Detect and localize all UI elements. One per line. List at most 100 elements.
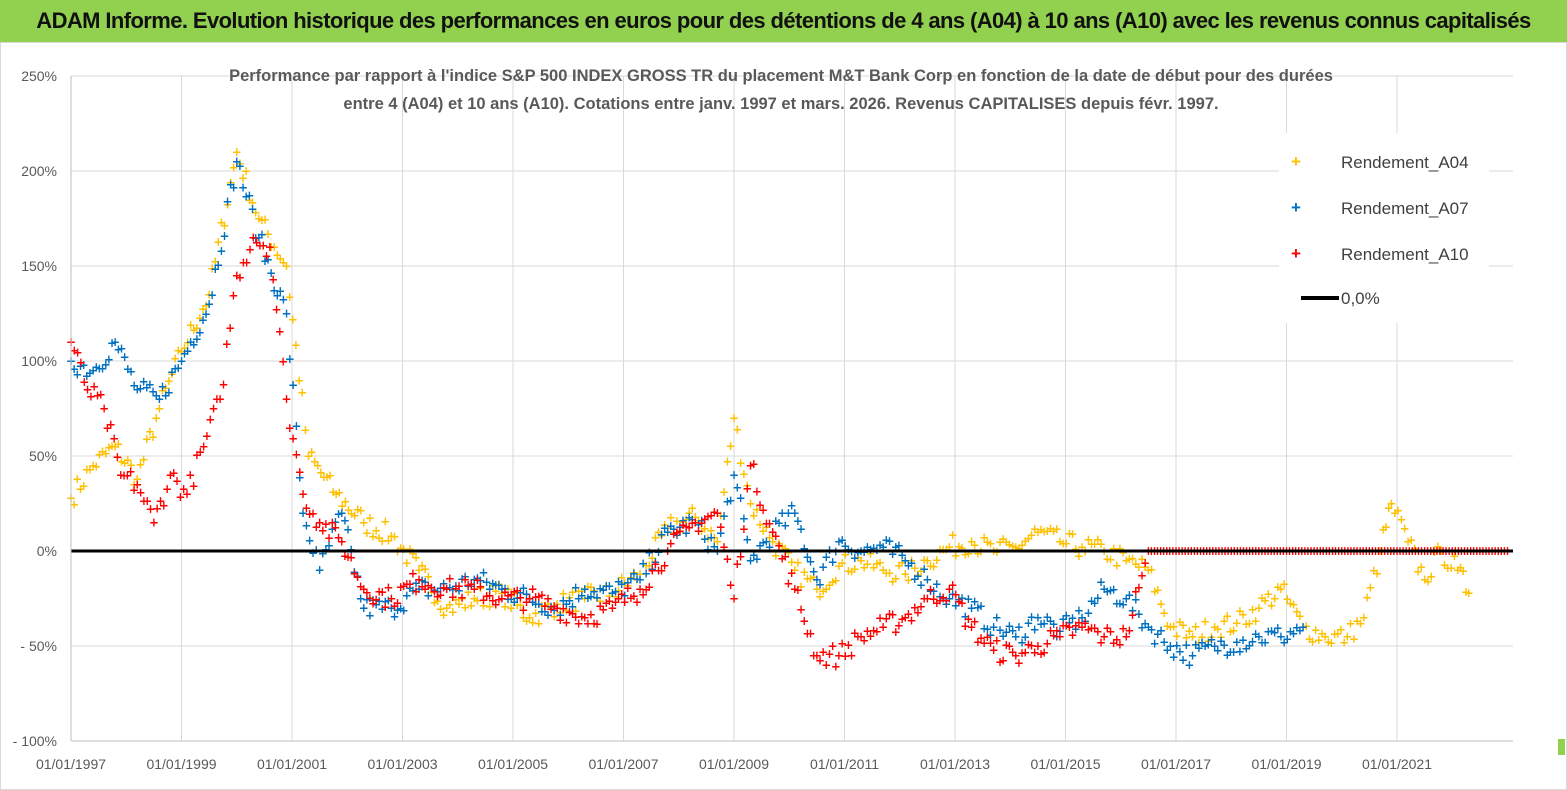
data-point: + xyxy=(1064,527,1074,541)
data-point: + xyxy=(245,243,255,257)
data-point: + xyxy=(285,290,295,304)
data-point: + xyxy=(307,445,317,459)
data-point: + xyxy=(466,579,476,593)
data-point: + xyxy=(537,588,547,602)
data-point: + xyxy=(989,620,999,634)
data-point: + xyxy=(793,583,803,597)
data-point: + xyxy=(828,639,838,653)
data-point: + xyxy=(641,583,651,597)
data-point: + xyxy=(1359,611,1369,625)
data-point: + xyxy=(719,509,729,523)
data-point: + xyxy=(697,524,707,538)
data-point: + xyxy=(644,580,654,594)
data-point: + xyxy=(251,206,261,220)
data-point: + xyxy=(935,594,945,608)
data-point: + xyxy=(1137,552,1147,566)
data-point: + xyxy=(229,161,239,175)
data-point: + xyxy=(840,539,850,553)
data-point: + xyxy=(195,445,205,459)
data-point: + xyxy=(402,589,412,603)
data-point: + xyxy=(903,607,913,621)
data-point: + xyxy=(377,534,387,548)
data-point: + xyxy=(1090,537,1100,551)
data-point: + xyxy=(872,556,882,570)
data-point: + xyxy=(577,589,587,603)
data-point: + xyxy=(1225,645,1235,659)
data-point: + xyxy=(263,227,273,241)
data-point: + xyxy=(315,516,325,530)
data-point: + xyxy=(604,579,614,593)
data-point: + xyxy=(491,578,501,592)
data-point: + xyxy=(1017,646,1027,660)
data-point: + xyxy=(457,590,467,604)
data-point: + xyxy=(929,584,939,598)
data-point: + xyxy=(305,507,315,521)
data-point: + xyxy=(393,596,403,610)
data-point: + xyxy=(399,542,409,556)
data-point: + xyxy=(684,506,694,520)
data-point: + xyxy=(142,494,152,508)
x-axis-ticks: 01/01/1997 01/01/1999 01/01/2001 01/01/2003… xyxy=(36,756,1432,772)
data-point: + xyxy=(916,599,926,613)
data-point: + xyxy=(315,563,325,577)
data-point: + xyxy=(104,441,114,455)
data-point: + xyxy=(647,563,657,577)
data-point: + xyxy=(414,582,424,596)
data-point: + xyxy=(1115,541,1125,555)
data-point: + xyxy=(706,524,716,538)
data-point: + xyxy=(1064,615,1074,629)
data-point: + xyxy=(672,514,682,528)
data-point: + xyxy=(796,602,806,616)
data-point: + xyxy=(1295,623,1305,637)
data-point: + xyxy=(442,582,452,596)
data-point: + xyxy=(672,526,682,540)
data-point: + xyxy=(1244,616,1254,630)
data-point: + xyxy=(967,620,977,634)
data-point: + xyxy=(232,155,242,169)
data-point: + xyxy=(294,374,304,388)
data-point: + xyxy=(1336,622,1346,636)
data-point: + xyxy=(1052,522,1062,536)
data-point: + xyxy=(1184,624,1194,638)
data-point: + xyxy=(761,520,771,534)
data-point: + xyxy=(414,563,424,577)
data-point: + xyxy=(1121,554,1131,568)
data-point: + xyxy=(897,555,907,569)
data-point: + xyxy=(512,598,522,612)
data-point: + xyxy=(963,547,973,561)
data-point: + xyxy=(186,335,196,349)
data-point: + xyxy=(1372,566,1382,580)
data-point: + xyxy=(821,582,831,596)
data-point: + xyxy=(454,584,464,598)
data-point: + xyxy=(837,533,847,547)
data-point: + xyxy=(260,212,270,226)
data-point: + xyxy=(423,570,433,584)
data-point: + xyxy=(73,345,83,359)
data-point: + xyxy=(1033,611,1043,625)
data-point: + xyxy=(129,378,139,392)
data-point: + xyxy=(780,541,790,555)
data-point: + xyxy=(742,478,752,492)
series-Rendement_A04: + + + + + + + + + + + + + + + + + + + + + + + + + + + + + + + + + + + + + + + +… xyxy=(66,145,1474,650)
data-point: + xyxy=(515,598,525,612)
data-point: + xyxy=(907,553,917,567)
data-point: + xyxy=(746,497,756,511)
data-point: + xyxy=(716,520,726,534)
data-point: + xyxy=(758,524,768,538)
data-point: + xyxy=(1150,637,1160,651)
data-point: + xyxy=(815,577,825,591)
data-point: + xyxy=(254,231,264,245)
chart-frame: 250% 200% 150% 100% 50% 0% - 50% - 100% 01/01/1… xyxy=(0,42,1567,790)
data-point: + xyxy=(790,506,800,520)
data-point: + xyxy=(919,592,929,606)
data-point: + xyxy=(175,490,185,504)
data-point: + xyxy=(862,624,872,638)
data-point: + xyxy=(169,466,179,480)
data-point: + xyxy=(1362,591,1372,605)
data-point: + xyxy=(629,567,639,581)
chart-title-line-1: Performance par rapport à l'indice S&P 5… xyxy=(229,67,1333,85)
data-point: + xyxy=(1326,636,1336,650)
data-point: + xyxy=(641,567,651,581)
data-point: + xyxy=(1105,624,1115,638)
data-point: + xyxy=(793,514,803,528)
